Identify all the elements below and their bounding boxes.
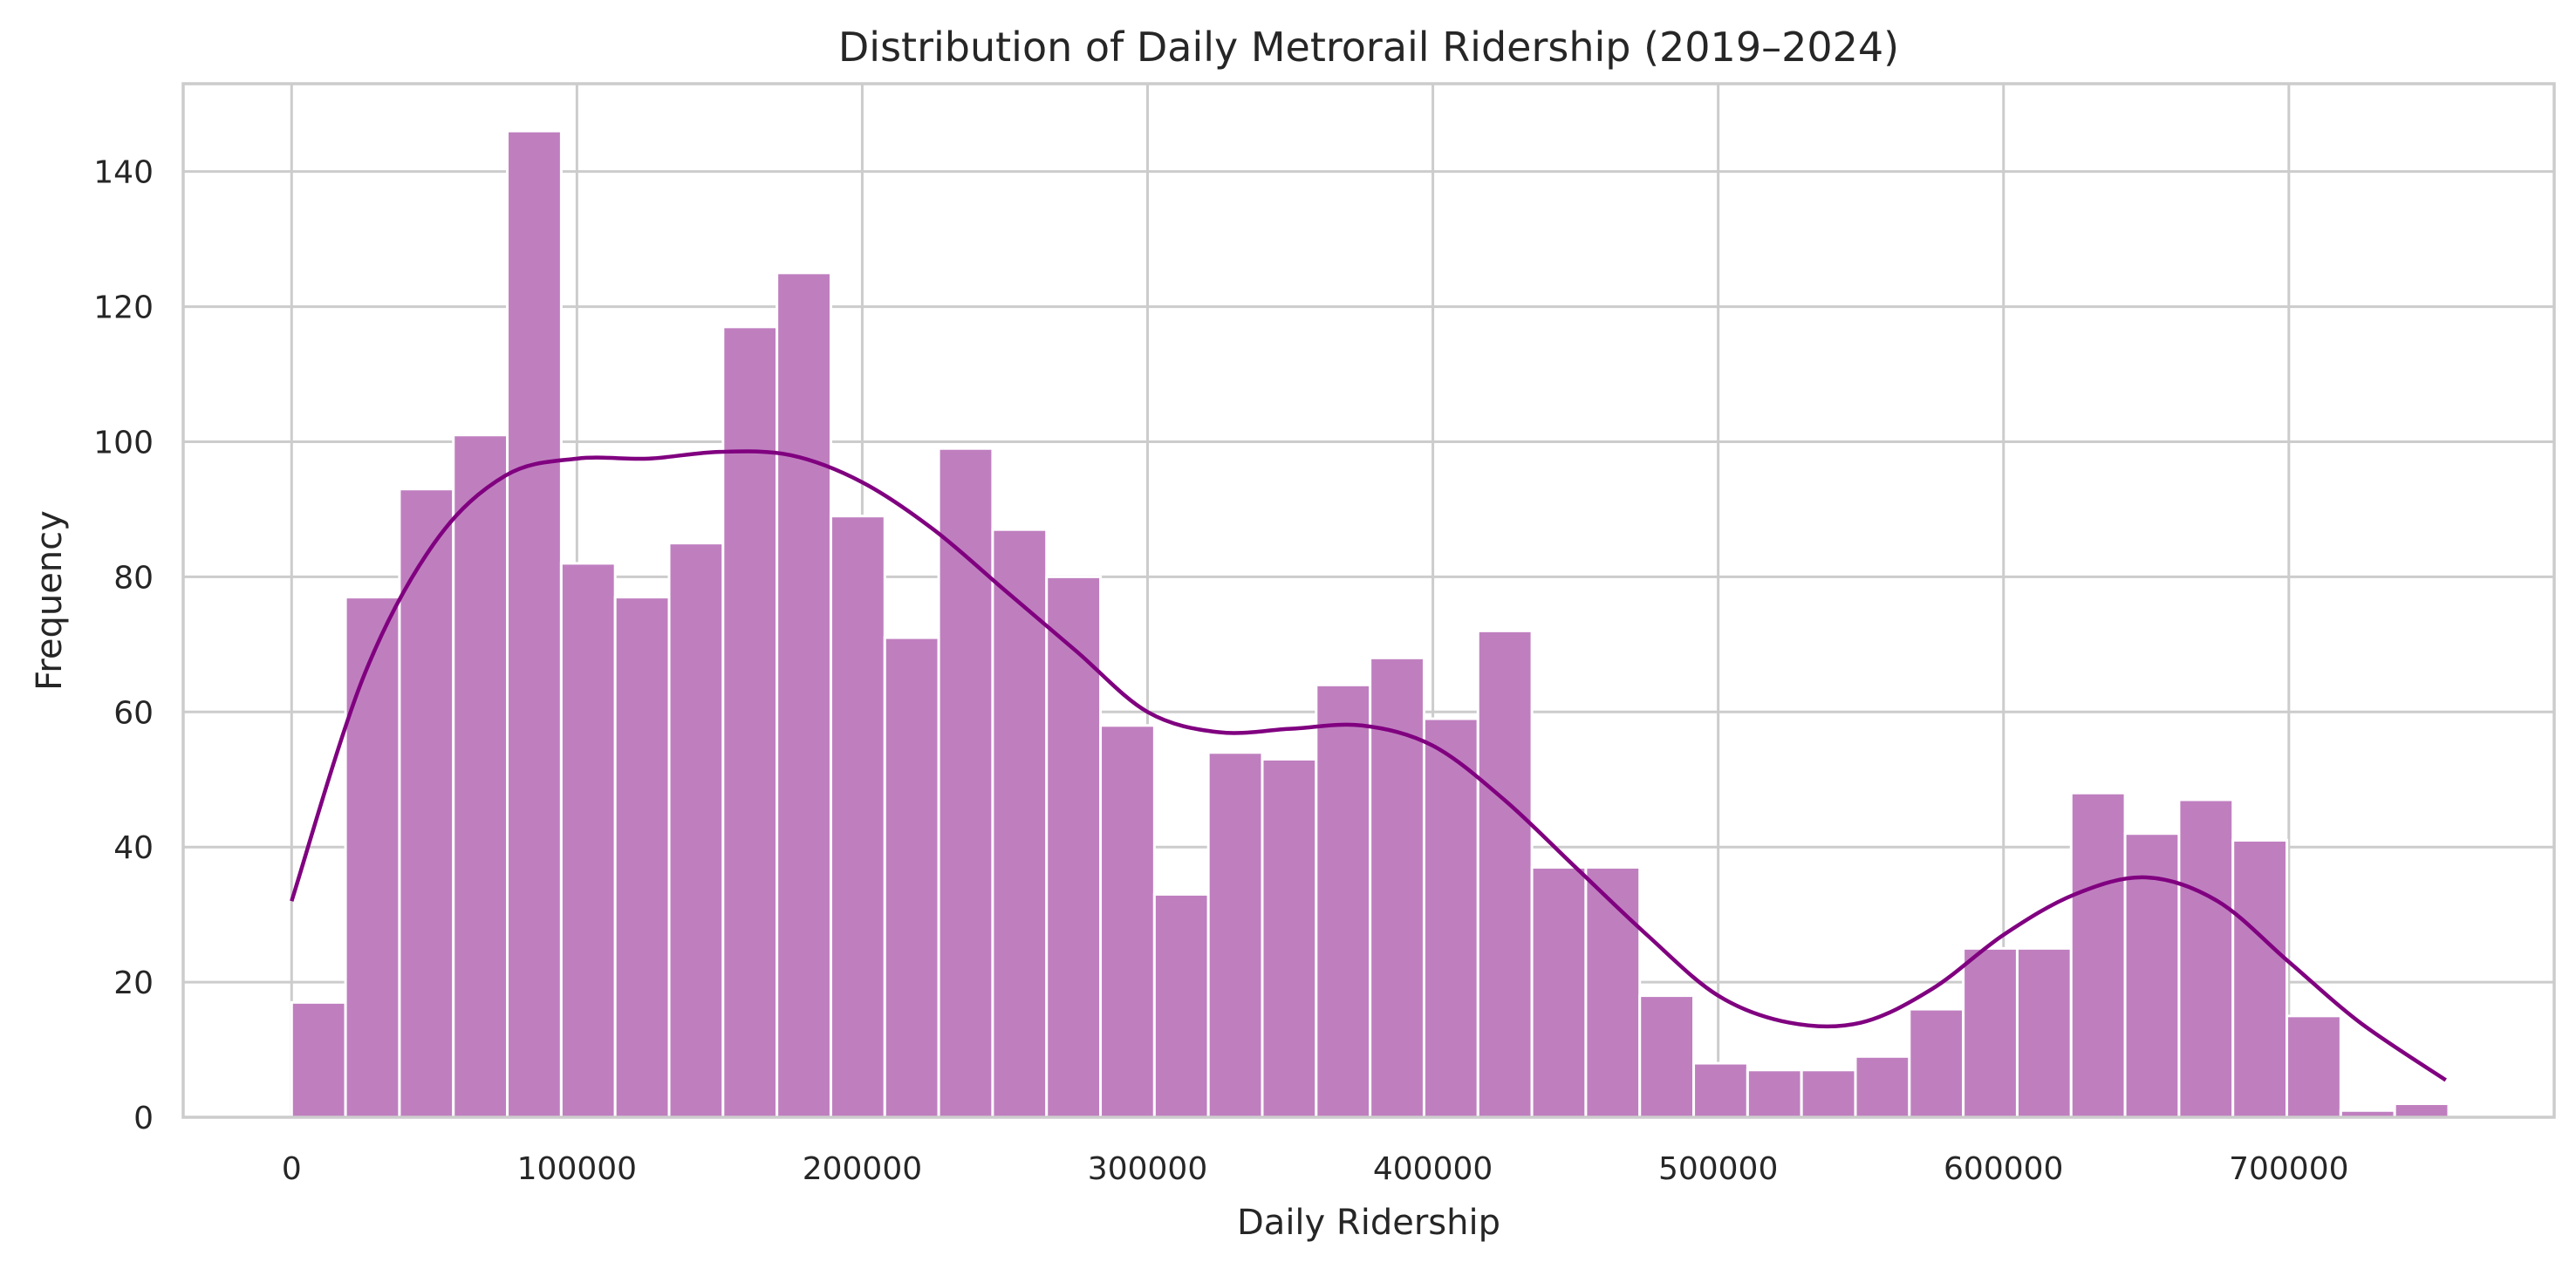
histogram-bar <box>2393 1102 2450 1119</box>
x-tick-label: 400000 <box>1373 1151 1493 1187</box>
histogram-bar <box>1908 1007 1965 1119</box>
histogram-bar <box>1315 683 1372 1119</box>
histogram-bar <box>1746 1068 1803 1119</box>
histogram-bar <box>1638 994 1696 1119</box>
histogram-bar <box>1962 946 2019 1119</box>
histogram-bar <box>2069 791 2127 1119</box>
y-axis-ticks: 0 20 40 60 80 100 120 140 <box>93 155 154 1136</box>
histogram-bar <box>667 542 725 1119</box>
histogram-bar <box>506 129 563 1119</box>
histogram-bar <box>1584 865 1642 1119</box>
x-tick-label: 0 <box>282 1151 302 1187</box>
histogram-bar <box>452 433 509 1119</box>
histogram-bar <box>1854 1054 1911 1119</box>
plot-frame <box>181 82 2556 1119</box>
histogram-bars <box>290 129 2450 1119</box>
histogram-bar <box>2177 798 2235 1119</box>
histogram-bar <box>344 596 401 1119</box>
x-tick-label: 300000 <box>1088 1151 1207 1187</box>
histogram-bar <box>1045 575 1103 1119</box>
y-tick-label: 80 <box>113 560 154 596</box>
histogram-bar <box>1206 751 1264 1119</box>
histogram-bar <box>937 447 994 1119</box>
x-tick-label: 700000 <box>2229 1151 2348 1187</box>
histogram-bar <box>1422 717 1479 1119</box>
histogram-bar <box>776 271 832 1119</box>
x-tick-label: 200000 <box>803 1151 922 1187</box>
y-tick-label: 0 <box>133 1101 154 1136</box>
x-tick-label: 100000 <box>517 1151 637 1187</box>
y-tick-label: 140 <box>93 155 154 191</box>
histogram-bar <box>721 325 779 1119</box>
y-axis-label: Frequency <box>30 510 70 691</box>
histogram-bar <box>559 562 617 1119</box>
histogram-bar <box>1530 865 1588 1119</box>
y-tick-label: 20 <box>113 965 154 1001</box>
x-axis-ticks: 0 100000 200000 300000 400000 500000 600000 700… <box>282 1151 2349 1187</box>
histogram-bar <box>2015 946 2073 1119</box>
histogram-bar <box>1261 758 1318 1119</box>
y-tick-label: 40 <box>113 830 154 866</box>
y-tick-label: 120 <box>93 290 154 326</box>
y-tick-label: 60 <box>113 695 154 731</box>
histogram-bar <box>1152 892 1210 1119</box>
histogram-bar <box>613 596 671 1119</box>
histogram-bar <box>2231 838 2289 1119</box>
histogram-bar <box>829 515 886 1119</box>
x-axis-label: Daily Ridership <box>1237 1203 1500 1243</box>
y-tick-label: 100 <box>93 425 154 461</box>
histogram-bar <box>1099 724 1156 1119</box>
x-tick-label: 500000 <box>1658 1151 1778 1187</box>
histogram-bar <box>2286 1014 2342 1119</box>
histogram-bar <box>883 636 940 1119</box>
histogram-bar <box>1476 629 1534 1119</box>
histogram-bar <box>290 1000 347 1119</box>
histogram-bar <box>1692 1061 1749 1119</box>
chart-title: Distribution of Daily Metrorail Ridershi… <box>838 24 1899 71</box>
histogram-bar <box>1800 1068 1857 1119</box>
x-tick-label: 600000 <box>1944 1151 2063 1187</box>
kde-density-line <box>290 449 2447 1082</box>
